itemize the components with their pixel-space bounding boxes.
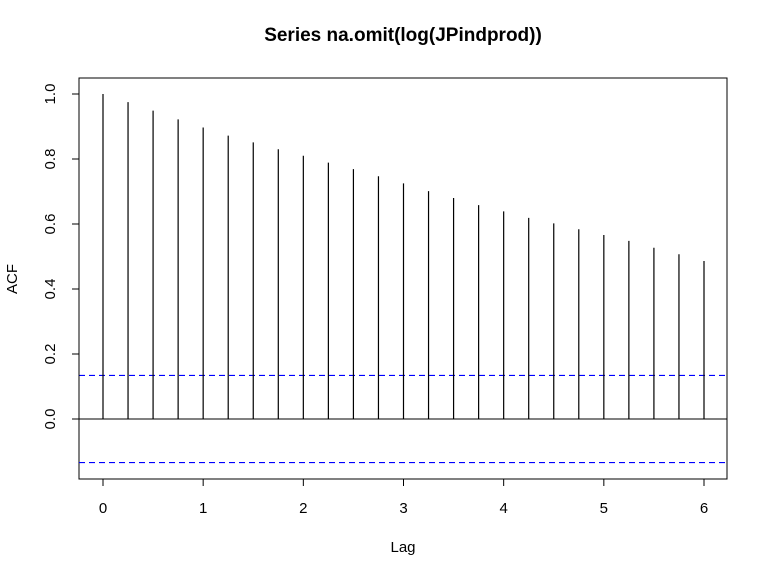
x-tick-label: 5 [600, 500, 608, 517]
x-tick-label: 2 [299, 500, 307, 517]
y-tick-label: 0.6 [42, 214, 59, 235]
chart-title: Series na.omit(log(JPindprod)) [264, 25, 542, 46]
x-axis-label: Lag [390, 539, 415, 556]
y-tick-label: 0.2 [42, 344, 59, 365]
x-tick-label: 1 [199, 500, 207, 517]
y-axis-label: ACF [4, 264, 21, 294]
y-tick-label: 0.0 [42, 409, 59, 430]
y-tick-label: 0.4 [42, 279, 59, 300]
y-tick-label: 1.0 [42, 84, 59, 105]
x-tick-label: 0 [99, 500, 107, 517]
x-tick-label: 3 [399, 500, 407, 517]
y-tick-label: 0.8 [42, 149, 59, 170]
x-tick-label: 4 [499, 500, 507, 517]
x-tick-label: 6 [700, 500, 708, 517]
